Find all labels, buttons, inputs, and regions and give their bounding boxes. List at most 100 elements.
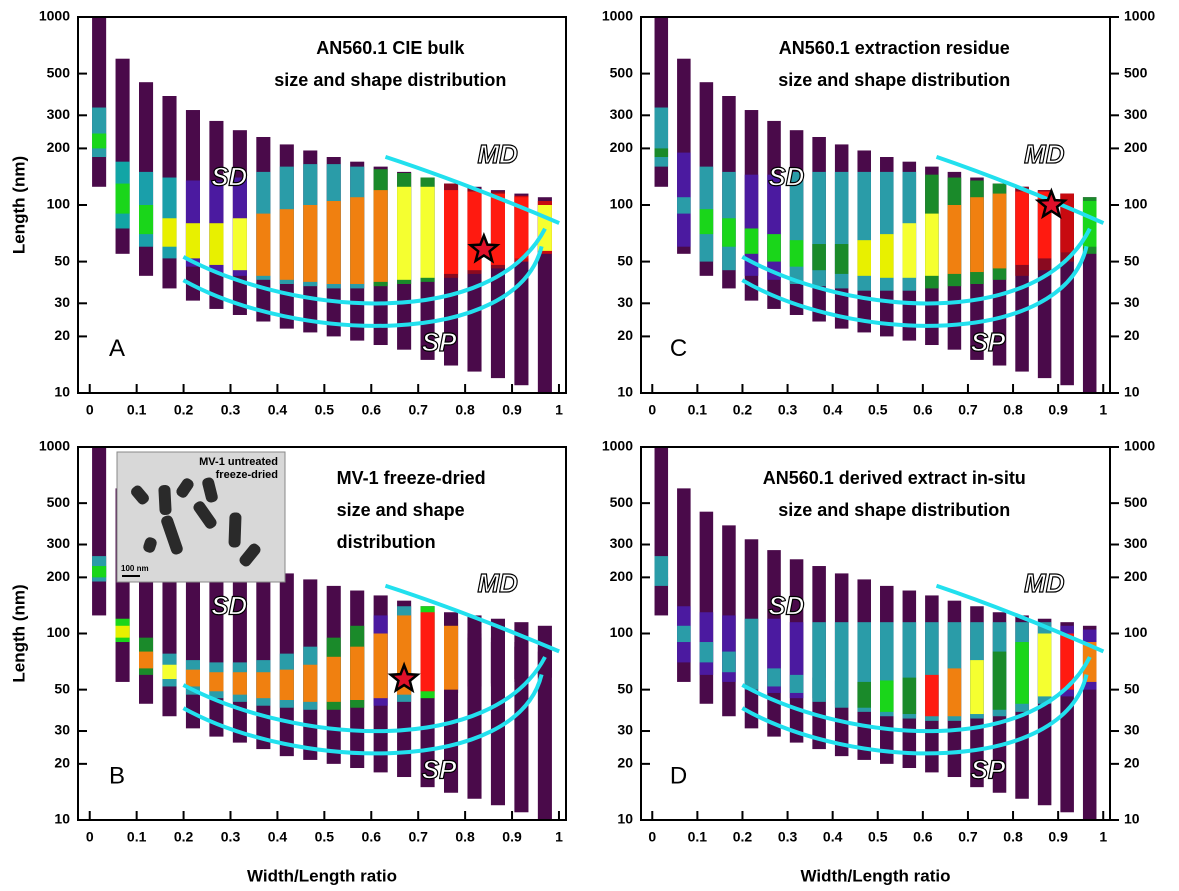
band-segment [326,656,341,702]
x-tick-label: 0 [86,402,94,418]
y-tick-label: 300 [47,106,71,122]
band-segment [654,148,669,158]
y-tick-label: 1000 [602,438,633,454]
x-tick-label: 0.2 [733,829,753,845]
y-tick-label: 50 [54,252,70,268]
band-segment [789,240,804,267]
band-segment [699,642,714,663]
band-segment [490,193,505,265]
band-segment [92,107,107,158]
x-tick-label: 0.4 [823,829,843,845]
y-tick-label: 100 [610,624,634,640]
bar [92,447,107,616]
band-segment [992,651,1007,710]
band-segment [373,190,388,282]
y-tick-label: 100 [47,196,71,212]
band-segment [350,646,365,700]
x-tick-label: 0.9 [1048,402,1068,418]
band-segment [812,244,826,271]
band-segment [834,244,849,274]
x-tick-label: 0.7 [958,829,978,845]
y-tick-label: 30 [54,722,70,738]
zone-label: SD [768,590,804,620]
inset-cell [161,515,183,555]
x-tick-label: 0.5 [315,829,335,845]
x-tick-label: 0 [648,402,656,418]
x-tick-label: 0.5 [868,402,888,418]
x-tick-label: 0.9 [1048,829,1068,845]
y-tick-label: 20 [617,755,633,771]
zone-label: SP [422,327,457,357]
panel: 10 20 30 50 100 200 300 500 1000 0 0.1 0.2 0.3 0.4 0.5… [9,8,567,418]
x-tick-label: 0.8 [455,402,475,418]
boundary-curve [182,245,544,328]
inset-cell [131,485,149,505]
x-tick-label: 0.7 [408,402,428,418]
star-marker [1034,187,1068,220]
panel-title: MV-1 freeze-dried [337,468,486,488]
band-segment [699,209,714,235]
y-tick-label: 500 [610,64,634,80]
panel-title: AN560.1 derived extract in-situ [763,468,1026,488]
band-segment [677,625,691,643]
inset-cell [202,477,218,503]
inset-cell [228,512,242,548]
bar [92,17,107,187]
panel-title: size and shape [337,500,465,520]
panel-letter: A [109,335,125,362]
boundary-curve [741,674,1089,756]
y-axis-title: Length (nm) [9,156,28,254]
panel-title: size and shape distribution [274,70,506,90]
panel-title: distribution [337,532,436,552]
x-tick-label: 0.6 [913,829,933,845]
panel-letter: B [109,762,125,789]
boundary-curve [935,154,1105,225]
zone-label: SD [768,162,804,192]
panel-title: AN560.1 CIE bulk [316,38,465,58]
y-tick-label: 20 [54,755,70,771]
band-segment [115,625,130,638]
band-segment [256,213,271,276]
zone-label: MD [1024,568,1065,598]
y-tick-label: 10 [1124,384,1140,400]
band-segment [767,234,781,262]
x-tick-label: 0.6 [913,402,933,418]
zone-label: SP [971,754,1006,784]
y-tick-label: 20 [1124,327,1140,343]
y-tick-label: 200 [47,139,71,155]
y-tick-label: 1000 [602,8,633,24]
x-tick-label: 0.4 [823,402,843,418]
band-segment [514,646,529,680]
x-tick-label: 0.2 [733,402,753,418]
x-tick-label: 1 [1099,829,1107,845]
band-segment [420,186,435,278]
y-tick-label: 200 [47,568,71,584]
zone-label: MD [1024,139,1065,169]
panel: 10 20 30 50 100 200 300 500 1000 0 0.1 0.2 0.3 0.4 0.5… [9,438,567,885]
inset-scale-label: 100 nm [121,564,149,573]
y-tick-label: 10 [1124,811,1140,827]
y-tick-label: 100 [1124,624,1148,640]
y-tick-label: 500 [1124,494,1148,510]
x-tick-label: 0.3 [221,829,241,845]
x-tick-label: 0.4 [268,402,288,418]
band-segment [857,681,871,708]
y-axis-title: Length (nm) [9,584,28,682]
x-tick-label: 0.1 [688,829,708,845]
band-segment [925,213,939,276]
y-tick-label: 30 [54,294,70,310]
band-segment [947,668,962,717]
band-segment [139,651,154,669]
band-segment [925,674,939,717]
boundary-curve [182,656,547,734]
y-tick-label: 500 [47,64,71,80]
zone-label: SD [211,162,247,192]
boundary-curve [741,656,1092,734]
panel-letter: C [670,335,687,362]
band-segment [1082,642,1097,682]
band-segment [767,668,781,687]
band-segment [209,672,224,692]
panel-title: size and shape distribution [778,70,1010,90]
